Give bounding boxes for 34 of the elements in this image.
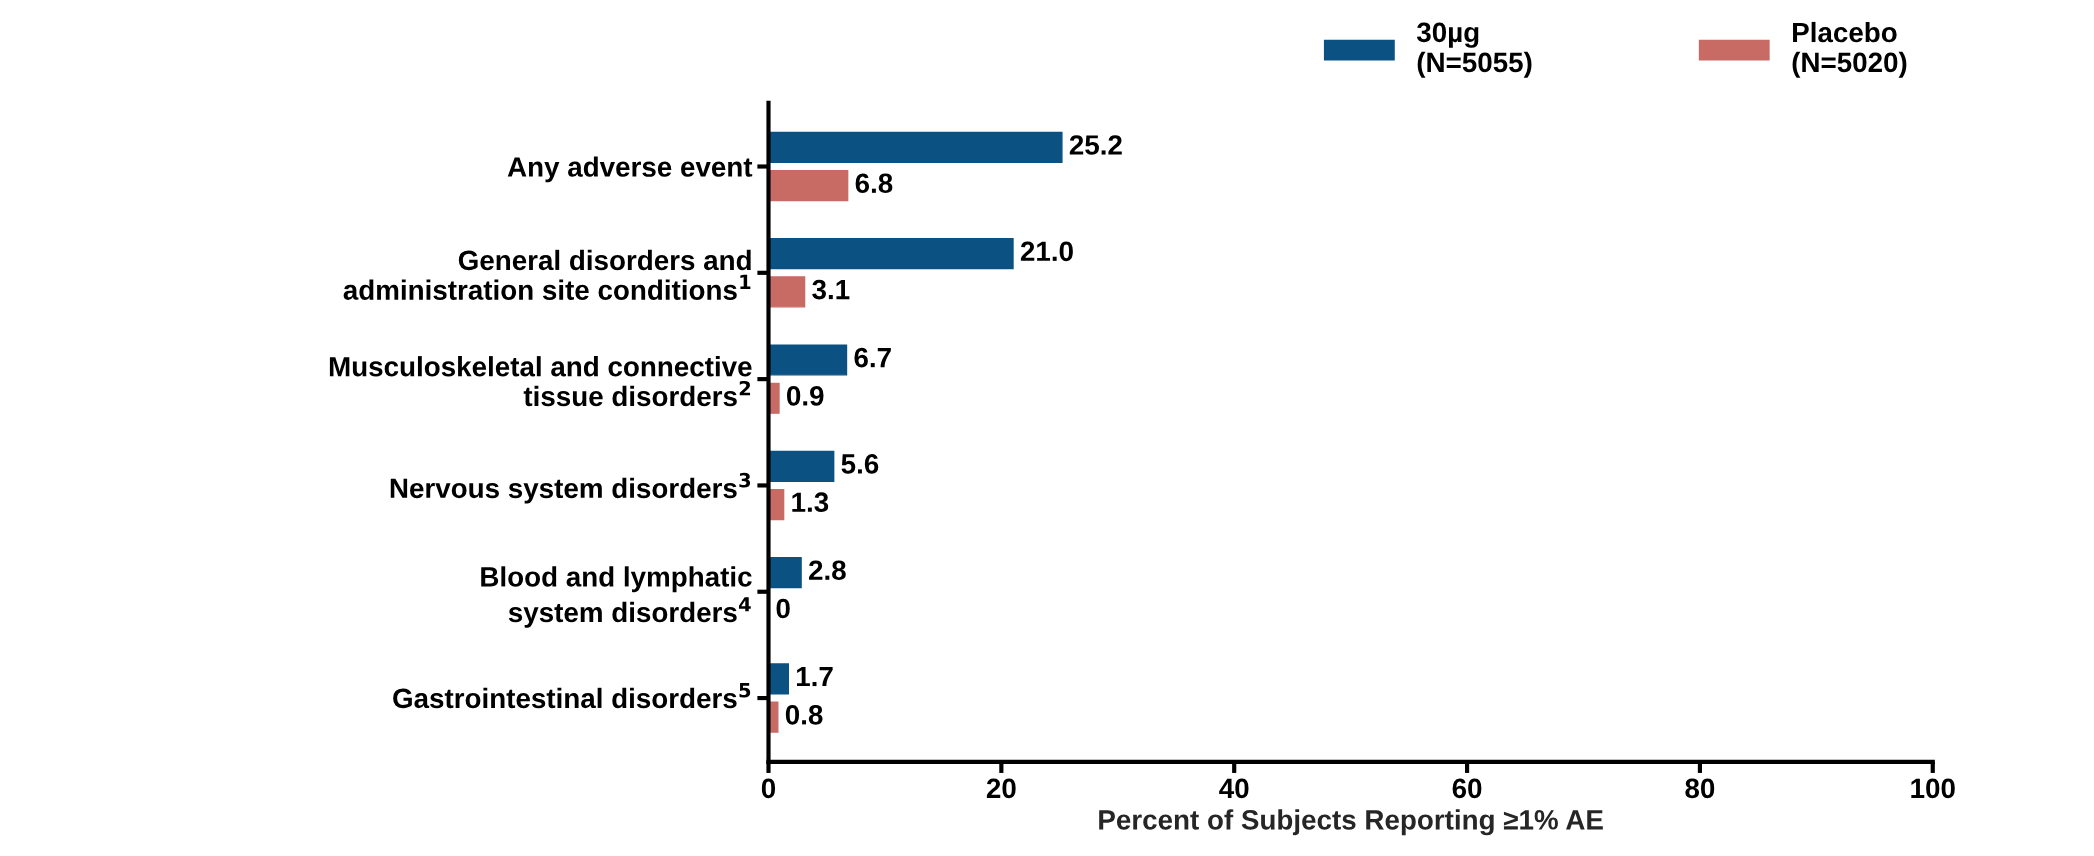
bar bbox=[768, 238, 1014, 270]
x-tick-label: 80 bbox=[1685, 778, 1715, 799]
legend-label: 30µg (N=5055) bbox=[1416, 22, 1532, 78]
data-label: 1.7 bbox=[796, 666, 833, 687]
data-label: 1.3 bbox=[792, 492, 829, 513]
x-tick-label: 20 bbox=[986, 778, 1016, 799]
bar bbox=[768, 170, 849, 202]
y-tick-label: Blood and lymphatic system disorders$^{4}$ bbox=[481, 566, 752, 628]
x-tick-label: 0 bbox=[761, 778, 776, 799]
y-tick-label: General disorders and administration site conditions$^{1}$ bbox=[343, 249, 751, 300]
legend-label: Placebo (N=5020) bbox=[1792, 21, 1907, 78]
data-label: 0.8 bbox=[785, 704, 823, 725]
bar bbox=[768, 131, 1063, 163]
bar bbox=[768, 450, 835, 482]
y-tick-label: Nervous system disorders$^{3}$ bbox=[390, 472, 751, 504]
data-label: 21.0 bbox=[1020, 241, 1073, 262]
x-tick-label: 60 bbox=[1452, 778, 1482, 799]
x-axis-title: Percent of Subjects Reporting ≥1% AE bbox=[1099, 809, 1603, 836]
bar bbox=[768, 344, 848, 376]
data-label: 0.9 bbox=[787, 386, 824, 406]
y-tick-label: Gastrointestinal disorders$^{5}$ bbox=[393, 683, 751, 709]
data-label: 6.8 bbox=[855, 173, 893, 194]
y-tick-label: Any adverse event bbox=[507, 156, 753, 183]
data-label: 3.1 bbox=[812, 279, 850, 300]
y-tick-label: Musculoskeletal and connective tissue disorders$^{2}$ bbox=[329, 356, 752, 407]
bar bbox=[768, 557, 802, 589]
x-tick-label: 100 bbox=[1911, 778, 1955, 799]
data-label: 6.7 bbox=[854, 347, 891, 368]
data-label: 0 bbox=[776, 598, 790, 619]
data-label: 2.8 bbox=[809, 560, 846, 581]
x-tick-label: 40 bbox=[1219, 778, 1249, 799]
data-label: 5.6 bbox=[841, 454, 879, 474]
data-label: 25.2 bbox=[1069, 135, 1122, 155]
bar bbox=[768, 276, 806, 308]
